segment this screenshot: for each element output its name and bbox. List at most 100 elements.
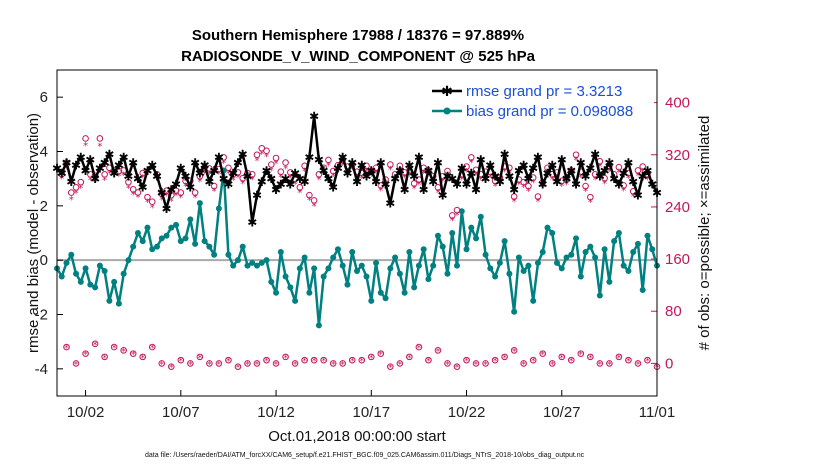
obs-possible-marker (377, 182, 385, 189)
obs-possible-marker (96, 135, 104, 142)
rmse-marker: ✱ (595, 169, 605, 183)
obs-assimilated-marker: * (526, 187, 531, 198)
bias-marker (306, 289, 313, 296)
rmse-marker: ✱ (166, 183, 176, 197)
obs-assimilated-marker: * (474, 170, 479, 181)
obs-count-star: * (93, 341, 98, 351)
obs-count-marker (158, 360, 166, 367)
obs-possible-marker (534, 193, 542, 200)
obs-count-marker (444, 360, 451, 367)
obs-assimilated-marker: * (197, 177, 202, 188)
bias-marker (558, 265, 565, 272)
rmse-marker: ✱ (433, 156, 443, 170)
rmse-marker: ✱ (542, 167, 552, 181)
obs-count-marker (101, 353, 108, 361)
bias-marker (358, 262, 365, 269)
obs-assimilated-marker: * (126, 183, 131, 194)
obs-assimilated-marker: * (116, 172, 121, 183)
obs-assimilated-marker: * (531, 178, 536, 189)
rmse-marker: ✱ (466, 167, 476, 181)
obs-possible-marker (296, 184, 304, 191)
obs-assimilated-marker: * (359, 174, 364, 185)
obs-assimilated-marker: * (131, 190, 136, 201)
obs-assimilated-marker: * (497, 178, 502, 189)
obs-count-star: * (350, 357, 355, 367)
rmse-marker: ✱ (647, 178, 657, 192)
bias-marker (263, 257, 270, 264)
rmse-marker: ✱ (57, 167, 67, 181)
rmse-marker: ✱ (523, 172, 533, 186)
bias-marker (634, 240, 641, 247)
obs-possible-marker (387, 161, 394, 168)
rmse-marker: ✱ (185, 180, 195, 194)
y-tick-label: -2 (35, 307, 48, 324)
rmse-marker: ✱ (114, 159, 124, 173)
rmse-marker: ✱ (609, 172, 619, 186)
plot-frame (56, 69, 658, 397)
obs-possible-marker (396, 162, 404, 170)
obs-count-star: * (150, 344, 155, 354)
bias-marker (482, 251, 489, 258)
obs-assimilated-marker: * (640, 167, 645, 178)
bias-marker (311, 265, 318, 272)
bias-marker (511, 308, 518, 315)
rmse-marker: ✱ (85, 153, 95, 167)
bias-marker (211, 251, 218, 258)
obs-count-marker (529, 356, 537, 364)
obs-count-marker (167, 363, 175, 370)
obs-assimilated-marker: * (202, 169, 207, 180)
obs-assimilated-marker: * (493, 181, 498, 192)
obs-assimilated-marker: * (159, 195, 164, 206)
bias-marker (606, 278, 613, 285)
bias-marker (234, 257, 241, 264)
obs-assimilated-marker: * (78, 183, 83, 194)
bias-marker (230, 262, 237, 269)
bias-marker (201, 238, 208, 245)
rmse-marker: ✱ (495, 175, 505, 189)
bias-marker (596, 292, 603, 299)
bias-marker (549, 230, 556, 236)
obs-count-marker (253, 360, 261, 367)
obs-assimilated-marker: * (107, 169, 112, 180)
obs-count-marker (120, 347, 127, 354)
bias-marker (373, 259, 380, 266)
bias-marker (487, 265, 494, 272)
rmse-marker: ✱ (552, 175, 562, 189)
rmse-marker: ✱ (585, 161, 595, 175)
y2-tick-label: 80 (665, 303, 682, 320)
obs-count-star: * (474, 360, 479, 370)
rmse-marker: ✱ (219, 172, 229, 186)
obs-possible-marker (615, 163, 623, 171)
rmse-marker: ✱ (300, 175, 310, 189)
rmse-marker: ✱ (371, 175, 381, 189)
bias-marker (625, 268, 632, 275)
rmse-marker: ✱ (481, 172, 491, 186)
bias-marker (206, 243, 213, 250)
rmse-marker: ✱ (214, 150, 224, 164)
obs-assimilated-marker: * (274, 159, 279, 170)
obs-count-marker (187, 360, 194, 367)
obs-count-marker (244, 360, 251, 367)
obs-count-star: * (550, 360, 555, 370)
rmse-marker: ✱ (304, 150, 314, 164)
obs-count-marker (491, 356, 499, 364)
bias-marker (396, 270, 403, 277)
obs-possible-marker (315, 171, 323, 178)
rmse-marker: ✱ (238, 148, 248, 162)
obs-assimilated-marker: * (88, 176, 93, 187)
bias-marker (458, 208, 465, 215)
bias-marker (420, 246, 427, 253)
obs-assimilated-marker: * (478, 175, 483, 186)
bias-marker (520, 268, 527, 275)
y-tick-label: 0 (40, 252, 48, 269)
obs-assimilated-marker: * (264, 152, 269, 163)
rmse-marker: ✱ (400, 183, 410, 197)
obs-possible-marker (225, 164, 232, 172)
obs-count-marker (587, 353, 594, 361)
x-tick-label: 10/22 (448, 404, 486, 421)
obs-possible-marker (306, 191, 313, 199)
rmse-marker: ✱ (309, 110, 319, 124)
obs-assimilated-marker: * (207, 170, 212, 181)
obs-possible-marker (277, 168, 285, 176)
obs-possible-marker (582, 182, 589, 190)
